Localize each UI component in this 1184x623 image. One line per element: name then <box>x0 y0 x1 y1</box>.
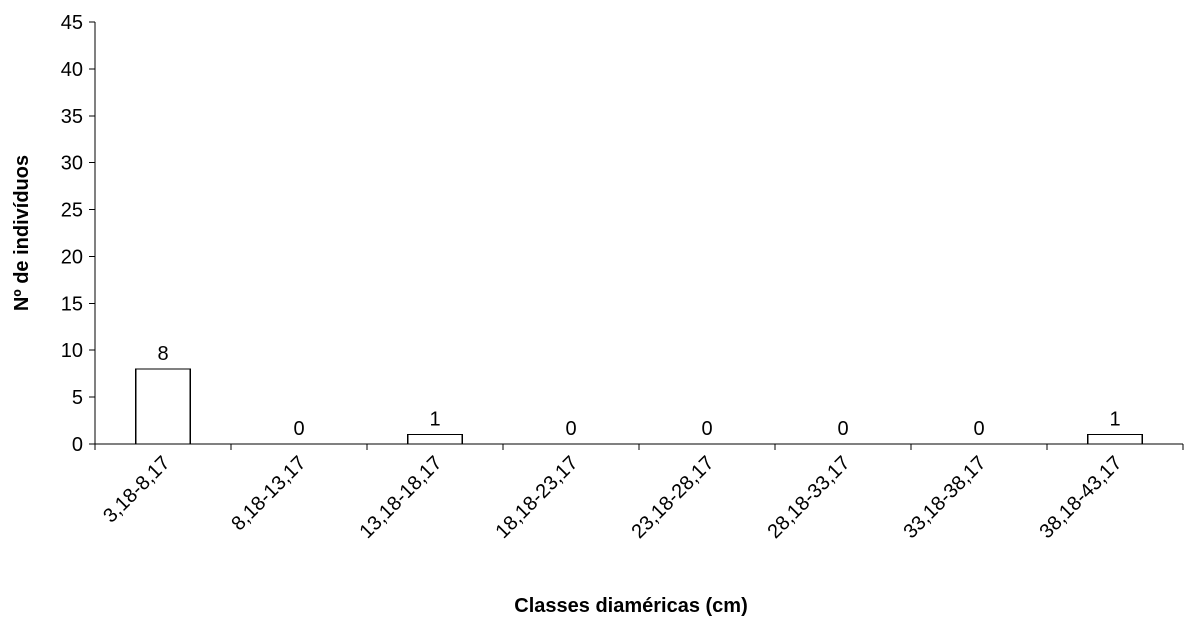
x-axis-title: Classes diaméricas (cm) <box>514 595 747 617</box>
y-tick-label: 35 <box>61 106 83 128</box>
data-label: 0 <box>973 418 984 440</box>
x-tick-label: 3,18-8,17 <box>99 452 174 527</box>
bar <box>407 434 463 445</box>
y-axis-ticks: 0 5 10 15 20 25 30 35 40 45 <box>61 12 95 456</box>
y-tick-label: 30 <box>61 153 83 175</box>
data-label: 0 <box>837 418 848 440</box>
x-tick-label: 23,18-28,17 <box>627 452 718 543</box>
data-label: 1 <box>1109 409 1120 431</box>
y-tick-label: 40 <box>61 59 83 81</box>
x-tick-label: 18,18-23,17 <box>491 452 582 543</box>
data-label: 0 <box>293 418 304 440</box>
y-tick-label: 5 <box>72 387 83 409</box>
x-tick-label: 28,18-33,17 <box>763 452 854 543</box>
y-tick-label: 15 <box>61 293 83 315</box>
y-tick-label: 10 <box>61 340 83 362</box>
bar <box>1087 434 1143 445</box>
bar <box>135 368 191 445</box>
x-tick-label: 13,18-18,17 <box>355 452 446 543</box>
data-labels: 8 0 1 0 0 0 0 1 <box>157 343 1120 440</box>
y-tick-label: 20 <box>61 246 83 268</box>
y-axis-title: Nº de indivíduos <box>11 155 33 311</box>
data-label: 1 <box>429 409 440 431</box>
y-tick-label: 45 <box>61 12 83 34</box>
data-label: 0 <box>701 418 712 440</box>
x-tick-label: 33,18-38,17 <box>899 452 990 543</box>
x-tick-label: 8,18-13,17 <box>227 452 310 535</box>
data-label: 0 <box>565 418 576 440</box>
data-label: 8 <box>157 343 168 365</box>
bars <box>135 368 1143 445</box>
x-tick-label: 38,18-43,17 <box>1035 452 1126 543</box>
y-tick-label: 25 <box>61 200 83 222</box>
x-axis-ticks: 3,18-8,17 8,18-13,17 13,18-18,17 18,18-23,1… <box>94 444 1184 543</box>
y-tick-label: 0 <box>72 434 83 456</box>
